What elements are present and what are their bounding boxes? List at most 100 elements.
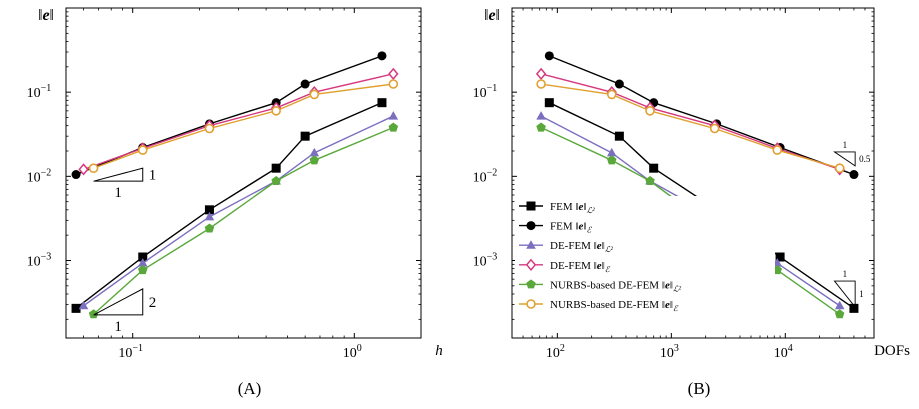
data-point: [525, 258, 537, 271]
norm-bar: ‖: [496, 7, 501, 24]
panel-caption: (B): [688, 379, 711, 398]
norm-subscript: ℰ: [586, 226, 592, 235]
data-point: [71, 170, 81, 180]
legend-label: NURBS-based DE-FEM ‖e‖ℒ²: [550, 279, 682, 293]
slope-rise-label: 1: [149, 168, 157, 184]
norm-bar: ‖: [38, 7, 43, 24]
tick-exponent: −1: [132, 343, 143, 354]
data-point: [388, 122, 399, 132]
legend-box: [515, 196, 775, 318]
legend-label: NURBS-based DE-FEM ‖e‖ℰ: [550, 299, 679, 313]
tick-exponent: −2: [487, 167, 498, 178]
data-point: [606, 147, 617, 157]
data-point: [544, 51, 554, 61]
tick-base: 10: [343, 346, 357, 361]
slope-run-label: 1: [843, 269, 848, 279]
minor-ticks: [66, 8, 421, 338]
series-line: [549, 55, 855, 176]
norm-bar: ‖: [575, 221, 578, 233]
norm-var: e: [42, 7, 49, 24]
x-axis-label: DOFs: [874, 343, 910, 359]
x-tick-label: 102: [546, 343, 565, 361]
data-point: [526, 201, 536, 211]
data-point: [709, 123, 720, 134]
legend-label: FEM ‖e‖ℰ: [550, 221, 592, 235]
y-axis-label: ‖e‖: [484, 7, 500, 24]
norm-bar: ‖: [662, 279, 665, 291]
data-point: [614, 131, 624, 141]
data-point: [606, 89, 617, 100]
x-tick-label: 103: [660, 343, 679, 361]
series-line: [75, 55, 383, 176]
norm-bar: ‖: [50, 7, 55, 24]
slope-triangle-shape: [833, 280, 856, 309]
norm-bar: ‖: [583, 221, 586, 233]
legend-method: FEM: [550, 221, 575, 233]
chart-panel-b: 102 103 10410−310−210−1‖e‖DOFs(B)10.511FEM…: [473, 7, 910, 398]
slope-rise-label: 0.5: [859, 154, 871, 164]
plot-frame: [65, 7, 422, 339]
data-point: [204, 123, 215, 134]
tick-base: 10: [118, 346, 132, 361]
tick-base: 10: [660, 346, 674, 361]
series-5: [536, 79, 845, 173]
tick-exponent: −3: [487, 251, 498, 262]
data-point: [300, 79, 310, 89]
slope-triangle: 11: [93, 167, 157, 201]
tick-base: 10: [774, 346, 788, 361]
norm-bar: ‖: [583, 201, 586, 213]
legend-method: FEM: [550, 201, 575, 213]
data-point: [204, 223, 215, 233]
data-point: [88, 309, 99, 319]
norm-bar: ‖: [594, 240, 597, 252]
series-1: [71, 51, 387, 180]
tick-base: 10: [473, 254, 487, 269]
slope-run-label: 1: [114, 319, 122, 335]
data-point: [544, 98, 554, 108]
slope-run-label: 1: [843, 140, 848, 150]
legend-method: NURBS-based DE-FEM: [550, 279, 662, 291]
data-point: [78, 163, 89, 176]
data-point: [78, 300, 89, 310]
series-line: [540, 83, 840, 169]
slope-triangle-shape: [93, 288, 144, 316]
series-line: [93, 126, 394, 315]
tick-base: 10: [27, 254, 41, 269]
y-tick-label: 10−2: [473, 167, 498, 185]
data-point: [71, 303, 81, 313]
series-3: [78, 67, 399, 176]
data-point: [536, 111, 546, 120]
data-point: [388, 111, 399, 120]
data-point: [536, 79, 546, 89]
slope-run-label: 1: [114, 185, 122, 201]
legend-label: DE-FEM ‖e‖ℰ: [550, 260, 611, 274]
series-line: [549, 102, 855, 309]
y-tick-label: 10−3: [473, 251, 498, 269]
y-tick-label: 10−3: [27, 251, 52, 269]
slope-triangle: 10.5: [833, 140, 871, 167]
data-point: [645, 176, 655, 185]
data-point: [607, 155, 617, 165]
data-point: [309, 89, 320, 100]
tick-base: 10: [473, 170, 487, 185]
norm-var: e: [597, 260, 602, 272]
legend-method: DE-FEM: [550, 240, 594, 252]
data-point: [645, 106, 655, 116]
norm-var: e: [488, 7, 495, 24]
slope-triangle: 11: [833, 269, 864, 309]
data-point: [137, 258, 148, 267]
data-point: [536, 122, 546, 132]
y-tick-label: 10−1: [27, 83, 52, 101]
norm-bar: ‖: [602, 240, 605, 252]
legend-label: FEM ‖e‖ℒ²: [550, 201, 595, 215]
series-line: [83, 73, 394, 171]
slope-rise-label: 1: [859, 289, 864, 299]
data-point: [772, 145, 783, 155]
tick-base: 10: [27, 170, 41, 185]
series-1: [544, 51, 859, 180]
norm-var: e: [578, 201, 583, 213]
tick-base: 10: [27, 86, 41, 101]
data-point: [271, 163, 281, 173]
